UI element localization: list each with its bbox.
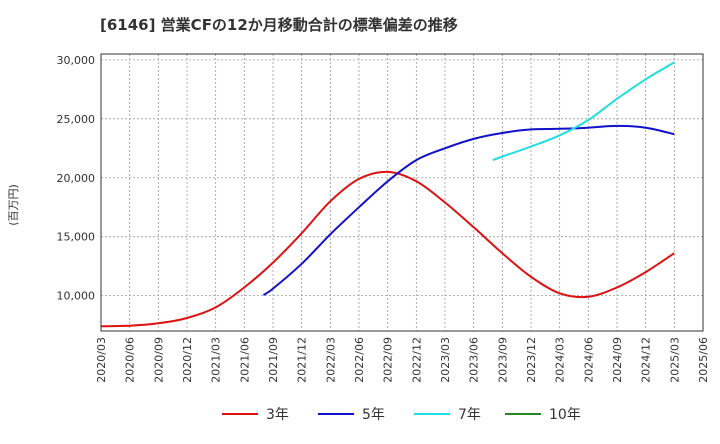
- legend-label: 10年: [549, 407, 581, 423]
- series-lines: [100, 61, 675, 328]
- plot-area-border: [100, 53, 704, 332]
- y-tick-label: 10,000: [57, 290, 96, 303]
- y-tick-label: 20,000: [57, 172, 96, 185]
- x-tick-label: 2020/09: [152, 337, 165, 383]
- grid-lines: [100, 54, 704, 331]
- x-tick-label: 2020/12: [181, 337, 194, 383]
- x-axis-ticks: 2020/03 2020/06 2020/09 2020/12 2021/03 2021/…: [95, 337, 710, 383]
- x-tick-label: 2023/03: [439, 337, 452, 383]
- x-tick-label: 2021/12: [296, 337, 309, 383]
- y-tick-label: 25,000: [57, 113, 96, 126]
- x-tick-label: 2024/06: [582, 337, 595, 383]
- x-tick-label: 2025/06: [697, 337, 710, 383]
- y-tick-label: 30,000: [57, 54, 96, 67]
- legend-label: 7年: [458, 407, 481, 423]
- y-tick-label: 15,000: [57, 231, 96, 244]
- legend: 3年 5年 7年 10年: [222, 407, 581, 423]
- x-tick-label: 2020/06: [124, 337, 137, 383]
- series-line-3年: [100, 170, 675, 328]
- x-tick-label: 2023/06: [468, 337, 481, 383]
- chart-title: [6146] 営業CFの12か月移動合計の標準偏差の推移: [100, 16, 458, 34]
- x-tick-label: 2024/03: [554, 337, 567, 383]
- y-axis-label: (百万円): [7, 184, 20, 226]
- x-tick-label: 2024/12: [640, 337, 653, 383]
- x-tick-label: 2021/09: [267, 337, 280, 383]
- series-line-5年: [262, 124, 675, 296]
- x-tick-label: 2022/09: [382, 337, 395, 383]
- x-tick-label: 2020/03: [95, 337, 108, 383]
- x-tick-label: 2021/06: [238, 337, 251, 383]
- x-tick-label: 2022/03: [324, 337, 337, 383]
- legend-label: 5年: [362, 407, 385, 423]
- series-line-7年: [492, 61, 675, 162]
- x-tick-label: 2021/03: [210, 337, 223, 383]
- legend-label: 3年: [266, 407, 289, 423]
- x-tick-label: 2025/03: [668, 337, 681, 383]
- x-tick-label: 2023/12: [525, 337, 538, 383]
- x-tick-label: 2022/12: [410, 337, 423, 383]
- x-tick-label: 2023/09: [496, 337, 509, 383]
- x-tick-label: 2024/09: [611, 337, 624, 383]
- x-tick-label: 2022/06: [353, 337, 366, 383]
- y-axis-ticks: 10,000 15,000 20,000 25,000 30,000: [57, 54, 96, 303]
